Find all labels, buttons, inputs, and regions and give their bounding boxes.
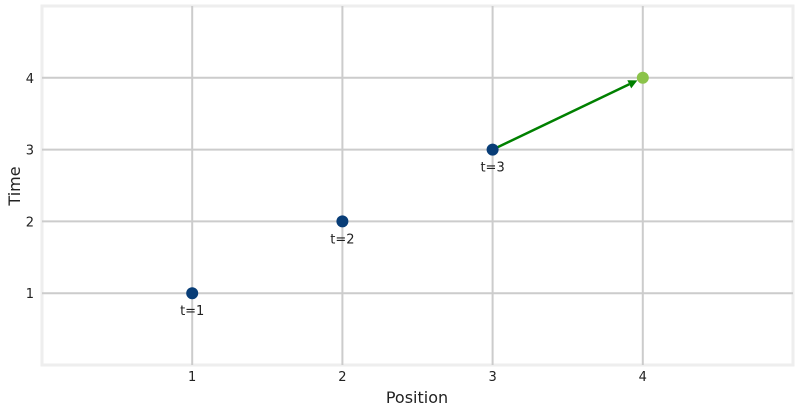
x-axis-label: Position <box>386 388 448 407</box>
point-label: t=3 <box>480 161 504 176</box>
y-axis-label: Time <box>5 166 24 206</box>
x-tick-label: 2 <box>338 370 346 385</box>
tick-labels: 1 2 3 4 1 2 3 4 <box>26 72 647 385</box>
arrow-line <box>492 83 630 151</box>
x-tick-label: 3 <box>488 370 496 385</box>
point-label: t=2 <box>330 232 354 247</box>
y-tick-label: 4 <box>26 72 34 87</box>
x-tick-label: 1 <box>188 370 196 385</box>
data-point <box>186 287 199 300</box>
grid-lines <box>42 6 793 365</box>
y-tick-label: 1 <box>26 287 34 302</box>
x-tick-label: 4 <box>639 370 647 385</box>
data-point <box>636 71 649 84</box>
y-tick-label: 2 <box>26 215 34 230</box>
plot-area <box>40 4 795 367</box>
data-point <box>486 143 499 156</box>
y-tick-label: 3 <box>26 144 34 159</box>
arrow-head <box>627 80 638 89</box>
data-points: t=1 t=2 t=3 <box>180 71 649 319</box>
arrow-layer <box>492 80 638 151</box>
data-point <box>336 215 349 228</box>
point-label: t=1 <box>180 304 204 319</box>
